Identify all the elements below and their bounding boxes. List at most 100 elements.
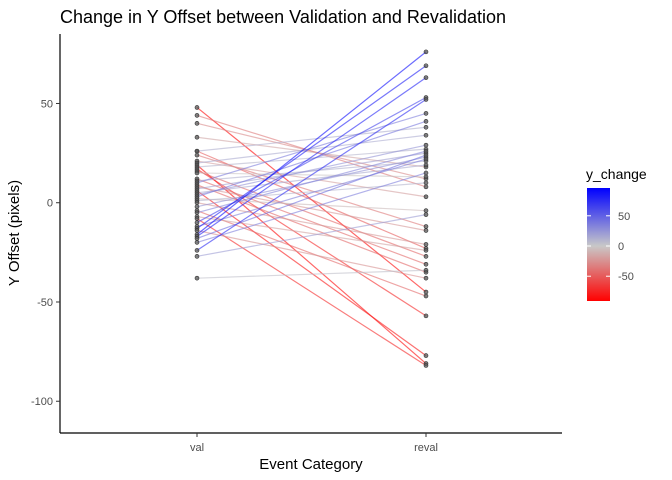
reval-point (423, 148, 429, 154)
reval-point (423, 49, 429, 55)
val-point (194, 105, 200, 110)
reval-point (423, 224, 429, 229)
reval-point (423, 228, 429, 233)
reval-point (423, 363, 429, 368)
change-segment (196, 152, 427, 190)
val-point (194, 228, 200, 233)
reval-point (423, 313, 429, 319)
reval-point (423, 194, 429, 200)
reval-point (423, 242, 429, 247)
reval-point (423, 111, 429, 116)
y-tick-label: 50 (41, 98, 53, 110)
change-segment (196, 99, 427, 251)
val-point (194, 216, 200, 221)
val-point (194, 200, 200, 206)
change-segment (196, 229, 427, 279)
reval-point (423, 162, 429, 168)
legend-tick-label: 50 (618, 211, 630, 223)
reval-point (423, 142, 429, 148)
reval-point (423, 97, 429, 102)
x-axis-title: Event Category (259, 456, 363, 473)
x-tick-label: reval (414, 442, 438, 454)
val-point (194, 220, 200, 225)
x-axis-ticks: val reval (190, 433, 438, 454)
legend-tick-label: 0 (618, 241, 624, 253)
change-segment (196, 148, 427, 168)
reval-point (423, 132, 429, 138)
reval-point (423, 156, 429, 162)
change-segment (196, 184, 427, 273)
change-segment (196, 164, 427, 194)
reval-point (423, 212, 429, 217)
change-segment (196, 154, 427, 240)
val-point (194, 148, 200, 154)
reval-point (423, 170, 429, 176)
change-segment (196, 214, 427, 257)
reval-point (423, 119, 429, 124)
x-tick-label: val (190, 442, 204, 454)
change-segment (196, 186, 427, 232)
change-segment (196, 216, 427, 251)
change-segment (196, 77, 427, 237)
chart-title: Change in Y Offset between Validation an… (60, 7, 506, 27)
reval-point (423, 184, 429, 190)
reval-point (423, 261, 429, 267)
plot-panel: 50 0 -50 -100 val reval (31, 34, 562, 454)
reval-point (423, 208, 429, 213)
change-segment (196, 190, 427, 357)
val-point (194, 236, 200, 241)
val-point (194, 113, 200, 118)
change-segment (196, 170, 427, 257)
y-tick-label: -50 (37, 297, 53, 309)
val-point (194, 134, 200, 140)
legend-tick-label: -50 (618, 271, 634, 283)
val-point (194, 170, 200, 176)
legend-colorbar (587, 188, 610, 301)
legend-title: y_change (586, 166, 647, 182)
val-point (194, 248, 200, 253)
change-segment (196, 65, 427, 230)
val-point (194, 210, 200, 215)
change-segment (196, 51, 427, 235)
reval-point (423, 289, 429, 295)
change-segment (196, 120, 427, 198)
reval-point (423, 267, 429, 273)
change-segment (196, 134, 427, 164)
val-point (194, 240, 200, 245)
change-segment (196, 178, 427, 265)
reval-point (423, 353, 429, 358)
change-segments (196, 51, 427, 367)
reval-point (423, 75, 429, 80)
val-point (194, 121, 200, 126)
reval-point (423, 180, 429, 186)
color-legend: y_change 50 0 -50 (586, 166, 647, 301)
val-point (194, 275, 200, 281)
change-segment (196, 182, 427, 202)
val-point (194, 204, 200, 210)
change-segment (196, 269, 427, 279)
reval-point (423, 293, 429, 299)
reval-point (423, 275, 429, 281)
change-segment (196, 218, 427, 367)
y-axis-title: Y Offset (pixels) (6, 180, 23, 286)
y-axis-ticks: 50 0 -50 -100 (31, 98, 60, 408)
change-segment (196, 172, 427, 244)
change-segment (196, 126, 427, 152)
val-point (194, 152, 200, 158)
reval-point (423, 124, 429, 130)
legend-ticks: 50 0 -50 (587, 211, 634, 283)
data-points (194, 49, 429, 368)
change-segment (196, 144, 427, 196)
reval-point (423, 152, 429, 158)
reval-point (423, 254, 429, 259)
reval-point (423, 248, 429, 253)
change-segment (196, 158, 427, 228)
reval-point (423, 174, 429, 180)
y-tick-label: 0 (47, 198, 53, 210)
change-segment (196, 136, 427, 168)
reval-point (423, 63, 429, 69)
y-tick-label: -100 (31, 396, 53, 408)
val-point (194, 254, 200, 259)
